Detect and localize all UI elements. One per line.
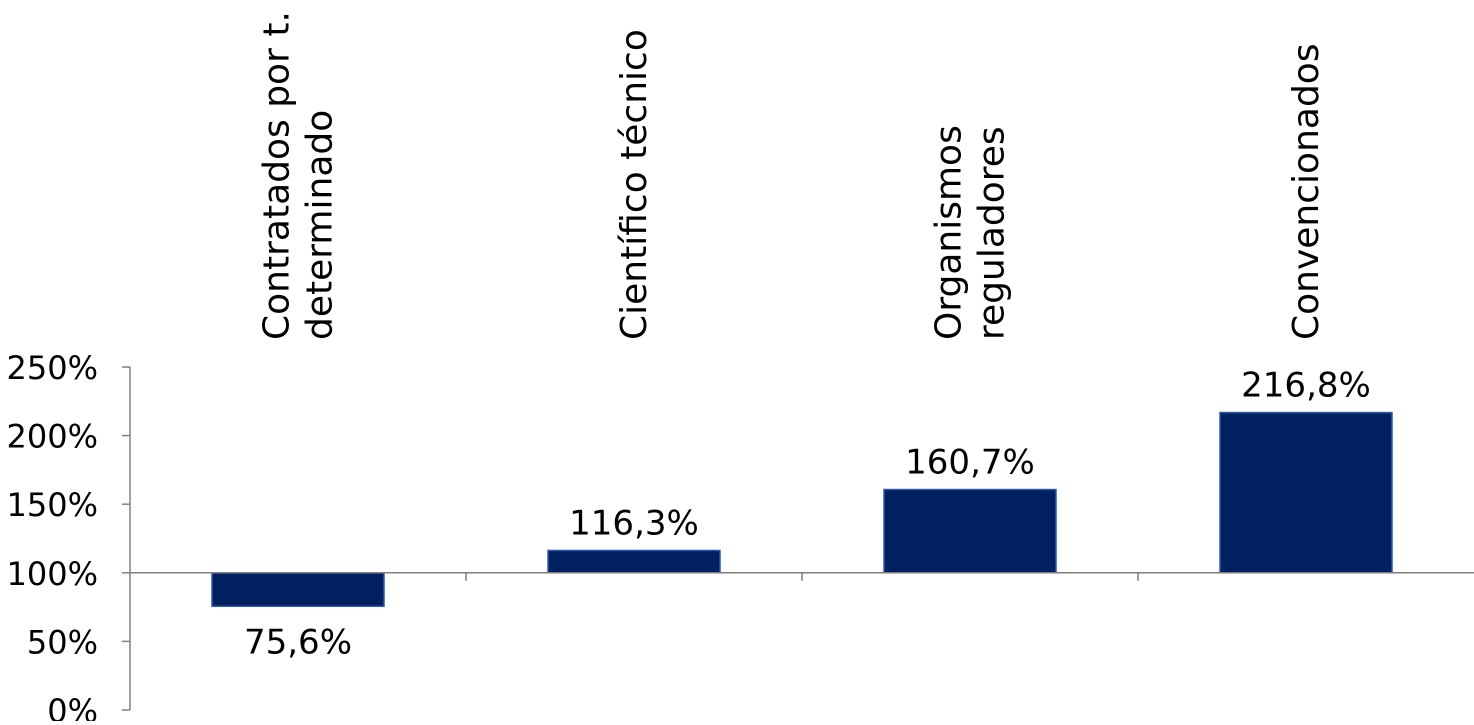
category-labels: Contratados por t. determinado Científico … [257, 11, 1328, 340]
y-axis: 0% 50% 100% 150% 200% 250% [7, 349, 131, 725]
data-label: 216,8% [1241, 366, 1371, 406]
y-tick-label: 200% [7, 418, 98, 456]
y-tick-label: 0% [47, 692, 98, 721]
category-label: Científico técnico [614, 29, 655, 340]
y-tick-label: 50% [27, 623, 98, 661]
bar [211, 572, 385, 608]
category-label: reguladores [972, 126, 1013, 340]
category-label: Organismos [929, 125, 970, 340]
category-label: determinado [300, 110, 341, 340]
data-label: 116,3% [569, 503, 699, 543]
y-tick-label: 150% [7, 486, 98, 524]
x-axis-baseline [130, 572, 1474, 581]
y-tick-label: 100% [7, 555, 98, 593]
category-label: Convencionados [1286, 43, 1327, 340]
bar [1219, 411, 1393, 574]
data-label: 160,7% [905, 443, 1035, 483]
y-tick-label: 250% [7, 349, 98, 387]
bar [547, 549, 721, 574]
bar [883, 488, 1057, 574]
data-label: 75,6% [244, 622, 352, 662]
category-label: Contratados por t. [257, 11, 298, 340]
data-labels: 75,6% 116,3% 160,7% 216,8% [244, 366, 1371, 663]
